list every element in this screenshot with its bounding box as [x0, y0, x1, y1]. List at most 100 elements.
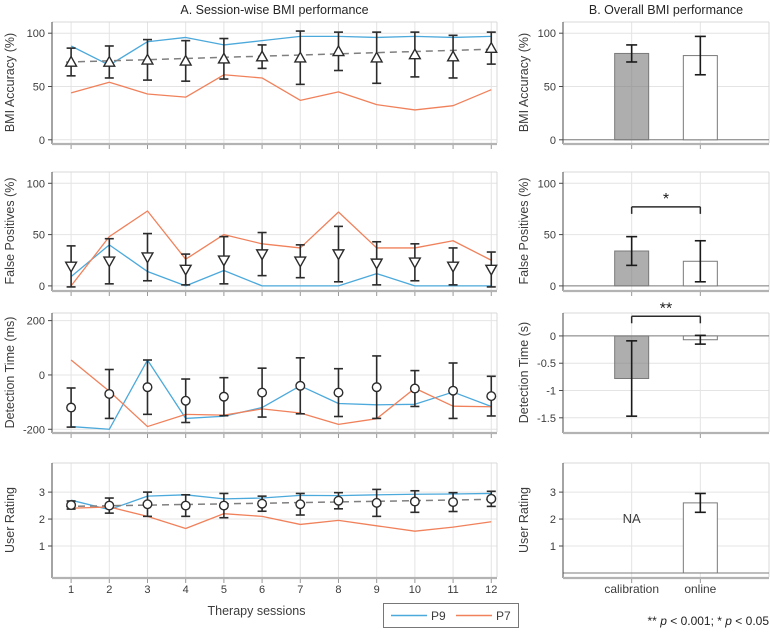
series-line-P7 [70, 210, 492, 287]
panel-overall-false-positives: * 0 50 100 [538, 171, 770, 296]
circle-marker [333, 387, 344, 398]
panel-a-title: A. Session-wise BMI performance [180, 3, 368, 17]
circle-marker [295, 380, 306, 391]
circle-marker [486, 391, 497, 402]
x-tick-label: calibration [604, 582, 659, 596]
triangle-down-marker [255, 249, 269, 261]
triangle-down-marker [293, 256, 307, 269]
panel-session-false-positives: 0 50 100 [27, 171, 498, 296]
x-tick-label: 9 [374, 584, 380, 596]
circle-marker [66, 500, 77, 511]
circle-marker [448, 497, 459, 508]
y-axis-label: BMI Accuracy (%) [517, 33, 531, 132]
y-tick-label: -1.5 [537, 413, 556, 425]
triangle-down-marker [446, 261, 460, 274]
significance-label: * [663, 191, 669, 208]
triangle-down-marker [217, 255, 231, 268]
circle-marker [180, 500, 191, 511]
circle-marker [104, 388, 115, 399]
y-axis-label: Detection Time (ms) [3, 317, 17, 429]
x-tick-label: 10 [409, 584, 421, 596]
triangle-down-marker [64, 261, 78, 274]
trend-line [65, 498, 497, 508]
triangle-down-marker [370, 258, 384, 271]
x-tick-label: 6 [259, 584, 265, 596]
circle-marker [104, 500, 115, 511]
x-tick-label: 4 [183, 584, 189, 596]
y-tick-label: 3 [550, 487, 556, 499]
circle-marker [448, 385, 459, 396]
series-line-P9 [70, 492, 492, 511]
circle-marker [371, 382, 382, 393]
y-tick-label: 50 [33, 230, 45, 242]
triangle-up-marker [484, 41, 498, 54]
x-tick-label: online [684, 582, 716, 596]
y-tick-label: 100 [27, 28, 45, 40]
y-tick-label: -0.5 [537, 358, 556, 370]
series-line-P7 [70, 359, 492, 428]
panel-session-bmi-accuracy: 0 50 100 [27, 21, 498, 149]
significance-label: ** [660, 300, 672, 317]
bar-calibration [614, 52, 650, 141]
circle-marker [66, 402, 77, 413]
triangle-up-marker [370, 50, 384, 63]
triangle-down-marker [179, 264, 193, 277]
y-tick-label: 200 [27, 316, 45, 328]
x-tick-label: 5 [221, 584, 227, 596]
y-tick-label: 50 [544, 230, 556, 242]
triangle-down-marker [331, 249, 346, 261]
triangle-up-marker [408, 47, 422, 60]
x-tick-label: 11 [447, 584, 458, 596]
triangle-up-marker [331, 44, 346, 57]
series-line-P7 [71, 506, 492, 532]
na-label: NA [623, 511, 641, 526]
y-tick-label: 0 [39, 370, 45, 382]
x-tick-label: 3 [144, 584, 150, 596]
panel-overall-detection-time: ** 0 -0.5 -1 -1.5 [537, 300, 770, 438]
circle-marker [409, 383, 420, 394]
panel-overall-bmi-accuracy: 0 50 100 [538, 21, 770, 149]
circle-marker [180, 395, 191, 406]
y-axis-label: User Rating [517, 487, 531, 553]
triangle-down-marker [408, 257, 422, 270]
y-tick-label: -1 [546, 386, 556, 398]
y-tick-label: 0 [39, 281, 45, 293]
y-tick-label: -200 [23, 424, 45, 436]
series-line-P9 [70, 35, 492, 66]
y-tick-label: 1 [39, 541, 45, 553]
y-axis-label: BMI Accuracy (%) [3, 33, 17, 132]
circle-marker [295, 499, 306, 510]
triangle-down-marker [484, 264, 498, 277]
y-tick-label: 100 [27, 178, 45, 190]
circle-marker [218, 391, 229, 402]
series-line-P7 [70, 74, 492, 111]
circle-marker [409, 496, 420, 507]
y-tick-label: 100 [538, 28, 556, 40]
circle-marker [257, 387, 268, 398]
circle-marker [218, 500, 229, 511]
y-tick-label: 50 [33, 81, 45, 93]
series-line-P9 [70, 244, 492, 287]
y-tick-label: 0 [550, 331, 556, 343]
x-tick-label: 7 [297, 584, 303, 596]
triangle-up-marker [446, 49, 460, 62]
panel-overall-user-rating: NA calibration online 1 2 3 [550, 462, 770, 596]
triangle-up-marker [140, 53, 155, 65]
y-tick-label: 0 [550, 281, 556, 293]
legend-label-P7: P7 [496, 609, 511, 623]
trend-line [65, 48, 497, 63]
y-tick-label: 100 [538, 178, 556, 190]
y-axis-label: False Positives (%) [3, 178, 17, 285]
panel-b-title: B. Overall BMI performance [589, 3, 743, 17]
legend: P9 P7 [383, 603, 519, 628]
legend-label-P9: P9 [431, 609, 446, 623]
significance-footnote: ** p < 0.001; * p < 0.05 [648, 614, 770, 628]
triangle-down-marker [102, 256, 116, 269]
series-line-P9 [71, 359, 492, 430]
y-tick-label: 2 [550, 514, 556, 526]
circle-marker [142, 382, 153, 393]
triangle-up-marker [64, 55, 78, 67]
circle-marker [257, 498, 268, 509]
